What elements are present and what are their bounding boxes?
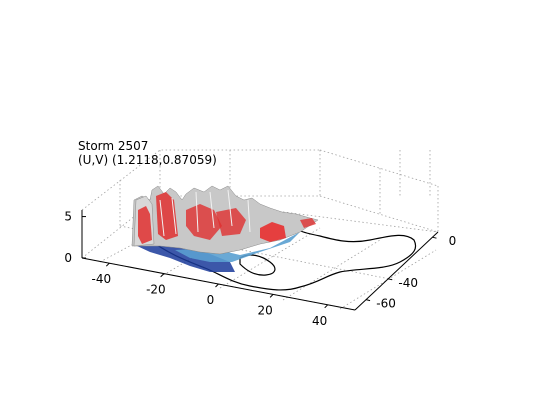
y-tick-mark [365,299,371,302]
x-tick-mark [269,294,274,298]
base-contour [149,221,417,291]
z-tick-label: 0 [64,251,72,265]
x-tick-label: 0 [207,293,215,307]
storm-surface [131,185,319,272]
y-tick-label: 0 [449,234,457,248]
surface-mid-layer [175,232,300,262]
x-tick-label: 40 [312,314,327,328]
surface-high-6 [300,218,316,228]
x-tick-label: -40 [91,272,111,286]
x-tick-label: 20 [257,303,272,317]
surface-high-1 [138,206,152,244]
y-tick-mark [388,278,393,281]
z-tick-label: 5 [64,210,72,224]
surface-high-3 [186,204,222,240]
surface-high-4 [216,208,246,236]
y-tick-label: -40 [398,276,418,290]
y-tick-label: -60 [376,297,396,311]
x-tick-mark [215,283,219,288]
title-line-1: Storm 2507 [78,139,148,153]
surface-ridges [159,189,251,237]
x-tick-label: -20 [146,283,166,297]
x-tick-mark [324,304,329,309]
surface-high-5 [260,222,286,242]
chart-title: Storm 2507 (U,V) (1.2118,0.87059) [78,139,217,167]
y-tick-mark [432,236,437,239]
title-line-2: (U,V) (1.2118,0.87059) [78,153,217,167]
x-tick-mark [105,262,110,267]
x-tick-mark [160,273,165,277]
